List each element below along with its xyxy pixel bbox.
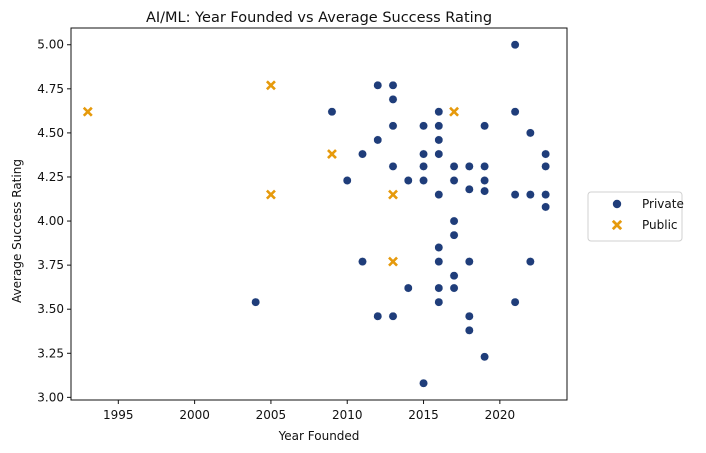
private-point <box>327 107 337 117</box>
plot-frame <box>70 27 568 401</box>
private-point <box>480 176 490 185</box>
private-point <box>419 161 428 171</box>
private-point <box>434 257 444 267</box>
private-point <box>510 190 520 200</box>
private-point <box>434 297 444 307</box>
x-tick-label: 2010 <box>332 408 363 422</box>
x-tick-label: 2005 <box>256 408 287 422</box>
private-point <box>342 176 352 185</box>
y-tick-label: 4.50 <box>37 126 64 140</box>
public-point <box>388 256 398 267</box>
chart-title: AI/ML: Year Founded vs Average Success R… <box>146 10 492 26</box>
y-tick-label: 3.75 <box>37 258 64 272</box>
public-point <box>327 149 337 159</box>
private-point <box>480 186 490 196</box>
private-point <box>358 149 367 159</box>
y-tick-label: 5.00 <box>37 38 64 52</box>
y-tick-label: 3.50 <box>37 302 64 316</box>
legend-box <box>587 191 683 242</box>
private-point <box>419 149 428 159</box>
private-point <box>449 230 459 240</box>
public-point <box>388 189 398 200</box>
private-point <box>510 297 520 307</box>
private-point <box>525 128 535 138</box>
private-point <box>434 283 444 293</box>
y-tick-label: 3.00 <box>37 390 64 404</box>
private-point <box>434 190 444 200</box>
private-point <box>388 161 398 171</box>
private-point <box>388 121 398 131</box>
private-point <box>510 40 520 50</box>
private-point <box>449 271 459 281</box>
private-point <box>434 243 444 252</box>
private-point <box>464 257 474 267</box>
private-point <box>525 257 535 267</box>
private-point <box>541 190 551 200</box>
legend-public-marker <box>611 219 623 231</box>
private-point <box>464 161 474 171</box>
private-point <box>541 149 551 159</box>
private-point <box>419 378 428 388</box>
private-point <box>388 80 398 90</box>
x-axis: 1995 2000 2005 2010 2015 2020 <box>103 400 515 422</box>
private-point <box>388 311 398 321</box>
x-tick-label: 2015 <box>408 408 439 422</box>
private-point <box>419 176 428 185</box>
private-point <box>373 135 383 145</box>
y-axis-label: Average Success Rating <box>10 159 24 303</box>
private-point <box>464 184 474 194</box>
private-point <box>510 107 520 117</box>
private-point <box>541 161 551 171</box>
x-tick-label: 2020 <box>485 408 516 422</box>
y-tick-label: 4.25 <box>37 170 64 184</box>
private-point <box>480 121 490 131</box>
private-point <box>480 161 490 171</box>
private-point <box>358 257 367 267</box>
x-tick-label: 1995 <box>103 408 134 422</box>
legend-private-marker <box>612 199 622 209</box>
y-axis: 3.00 3.25 3.50 3.75 4.00 4.25 4.50 4.75 5.00 <box>37 38 71 404</box>
private-point <box>419 121 428 131</box>
private-point <box>541 202 551 212</box>
public-point <box>265 189 276 200</box>
private-point <box>434 107 444 117</box>
private-point <box>373 80 383 90</box>
legend: Private Public <box>587 191 684 242</box>
private-point <box>449 161 459 171</box>
private-point <box>449 283 459 293</box>
y-tick-label: 4.00 <box>37 214 64 228</box>
legend-public-label: Public <box>642 218 678 232</box>
private-point <box>464 325 474 335</box>
private-point <box>480 352 490 362</box>
y-tick-label: 4.75 <box>37 82 64 96</box>
y-tick-label: 3.25 <box>37 346 64 360</box>
x-axis-label: Year Founded <box>278 429 360 443</box>
public-point <box>265 80 276 91</box>
legend-private-label: Private <box>642 197 684 211</box>
private-point <box>434 121 444 131</box>
plot-marks <box>82 40 551 388</box>
private-point <box>449 176 459 185</box>
private-point <box>449 216 459 226</box>
private-point <box>434 135 444 145</box>
private-point <box>388 94 398 104</box>
public-point <box>449 106 460 117</box>
private-point <box>403 176 413 185</box>
private-point <box>373 311 383 321</box>
private-point <box>525 190 535 200</box>
private-point <box>251 297 261 307</box>
private-point <box>434 149 444 159</box>
private-point <box>403 283 413 293</box>
x-tick-label: 2000 <box>179 408 210 422</box>
private-point <box>464 311 474 321</box>
public-point <box>82 106 93 117</box>
